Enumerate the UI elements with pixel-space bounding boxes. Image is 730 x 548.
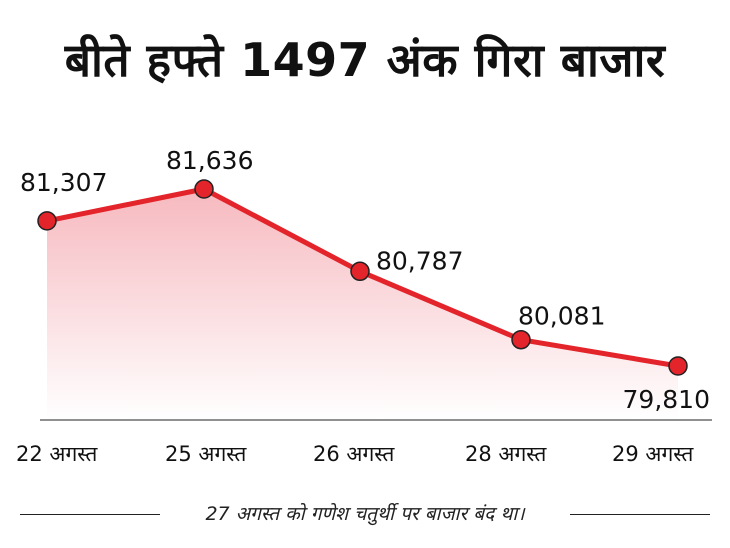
data-point-1 — [37, 211, 57, 231]
x-tick-label-5: 29 अगस्त — [612, 442, 694, 466]
data-label-5: 79,810 — [623, 385, 710, 414]
data-label-1: 81,307 — [20, 168, 107, 197]
chart-title: बीते हफ्ते 1497 अंक गिरा बाजार — [64, 33, 666, 87]
data-point-2 — [194, 179, 214, 199]
data-label-4: 80,081 — [518, 302, 605, 331]
area-fill — [47, 189, 678, 420]
x-tick-label-1: 22 अगस्त — [16, 442, 98, 466]
data-label-2: 81,636 — [166, 146, 253, 175]
data-point-3 — [350, 261, 370, 282]
data-point-4 — [511, 329, 531, 350]
x-tick-label-3: 26 अगस्त — [313, 442, 395, 466]
data-label-3: 80,787 — [376, 246, 463, 275]
footnote-rule-right — [570, 514, 710, 515]
footnote-text: 27 अगस्त को गणेश चतुर्थी पर बाजार बंद था… — [193, 503, 537, 525]
x-tick-label-4: 28 अगस्त — [465, 442, 547, 466]
footnote-rule-left — [20, 514, 160, 515]
data-point-5 — [668, 356, 688, 376]
footnote: 27 अगस्त को गणेश चतुर्थी पर बाजार बंद था… — [0, 500, 730, 526]
x-tick-label-2: 25 अगस्त — [165, 442, 247, 466]
